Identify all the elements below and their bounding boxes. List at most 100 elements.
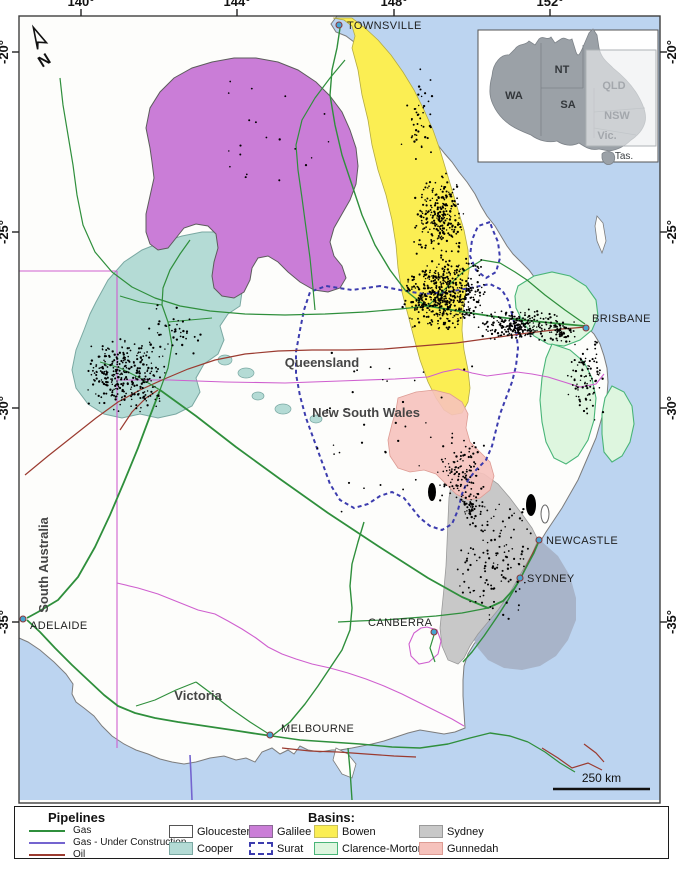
map-label: CANBERRA: [368, 617, 433, 629]
pipeline-gas: [527, 741, 576, 773]
pipeline-gas: [329, 27, 429, 307]
city-dot-brisbane: [582, 324, 590, 332]
map-label: -20°: [0, 40, 11, 64]
pipeline-gas: [337, 607, 489, 623]
pipeline-oil: [583, 743, 605, 763]
city-dot-newcastle: [535, 536, 543, 544]
cities: TOWNSVILLE BRISBANE NEWCASTLE SYDNEY CANBERR…: [19, 20, 651, 739]
legend-item-label: Gas - Under Construction: [73, 837, 187, 848]
pipeline-gas: [427, 259, 586, 325]
city-dot-townsville: [335, 21, 343, 29]
basin-gunnedah: [387, 389, 495, 501]
legend-pipelines-title: Pipelines: [48, 810, 106, 825]
legend-line-swatch: [29, 841, 65, 844]
map-label: Victoria: [174, 688, 222, 703]
basin-cooper: [71, 231, 243, 419]
legend-basin-gloucester: Gloucester: [169, 825, 250, 838]
pipeline-gas: [295, 59, 346, 311]
legend-item-label: Oil: [73, 849, 86, 860]
map-label: TOWNSVILLE: [347, 20, 422, 32]
city-dot-melbourne: [266, 731, 274, 739]
inset-highlight-box: [585, 49, 657, 147]
legend-basin-swatch: [169, 842, 193, 855]
basin-cooper-patch: [251, 391, 265, 401]
legend-basin-swatch: [419, 825, 443, 838]
legend-basin-label: Cooper: [197, 842, 234, 855]
map-label: BRISBANE: [592, 313, 651, 325]
basin-clarence-morton: [539, 343, 597, 465]
pipeline-gas: [271, 521, 365, 737]
legend-item-label: Gas: [73, 825, 92, 836]
state-border: [116, 582, 465, 727]
basin-sydney-offshore: [472, 540, 576, 670]
map-label: -30°: [664, 396, 679, 420]
legend-basin-surat: Surat: [249, 842, 303, 855]
map-label: NSW: [604, 110, 630, 122]
legend-basin-swatch: [419, 842, 443, 855]
basin-surat-outline: [468, 220, 502, 280]
pipeline-gas-under-construction: [189, 754, 193, 801]
map-label: QLD: [602, 80, 625, 92]
legend-basin-swatch: [314, 842, 338, 855]
pipeline-oil: [541, 747, 603, 771]
inset-map: WA NT SA QLD NSW Vic. Tas.: [477, 28, 659, 166]
legend-basin-label: Galilee: [277, 825, 312, 838]
legend-line-swatch: [29, 829, 65, 832]
map-label: 152°: [537, 0, 564, 9]
pipeline-gas: [26, 389, 161, 619]
legend-basin-label: Surat: [277, 842, 304, 855]
pipeline-gas: [518, 540, 540, 582]
map-label: Queensland: [285, 355, 359, 370]
pipeline-gas: [26, 619, 273, 737]
map-label: South Australia: [36, 516, 51, 612]
map-label: -35°: [0, 610, 11, 634]
legend-basin-label: Clarence-Morton: [342, 842, 424, 855]
island: [594, 215, 607, 255]
coal-patch: [428, 483, 436, 501]
map-label: MELBOURNE: [281, 723, 354, 735]
basin-cooper-patch: [237, 367, 255, 379]
pipeline-oil: [281, 747, 417, 758]
city-dot-canberra: [430, 628, 438, 636]
legend-line-swatch: [29, 853, 65, 856]
map-label: New South Wales: [312, 405, 420, 420]
map-label: NEWCASTLE: [546, 535, 618, 547]
legend-basin-clarence-morton: Clarence-Morton: [314, 842, 424, 855]
map-label: 144°: [224, 0, 251, 9]
legend-basin-label: Sydney: [447, 825, 484, 838]
legend-basin-gunnedah: Gunnedah: [419, 842, 498, 855]
map-label: SYDNEY: [527, 573, 575, 585]
map-label: ADELAIDE: [30, 620, 88, 632]
legend-basin-cooper: Cooper: [169, 842, 233, 855]
map-label: 250 km: [582, 771, 621, 785]
legend-basin-swatch: [314, 825, 338, 838]
map-label: -25°: [664, 220, 679, 244]
city-dot-adelaide: [19, 615, 27, 623]
legend-basin-swatch: [249, 825, 273, 838]
basin-cooper-patch: [309, 414, 323, 424]
state-border: [408, 626, 442, 665]
map-frame: [18, 15, 661, 804]
pipeline-gas: [119, 295, 163, 306]
basin-galilee: [145, 57, 359, 299]
pipeline-gas: [427, 305, 586, 327]
pipeline-gas: [462, 580, 520, 663]
well-dots: [87, 68, 605, 621]
map-label: 148°: [381, 0, 408, 9]
pipeline-gas: [271, 732, 529, 749]
map-label: 140°: [68, 0, 95, 9]
map-label: Tas.: [615, 151, 633, 162]
city-dot-sydney: [516, 574, 524, 582]
map-label: -35°: [664, 610, 679, 634]
coal-patch: [526, 494, 536, 516]
legend-basin-bowen: Bowen: [314, 825, 376, 838]
basin-sydney: [439, 469, 539, 665]
ocean: [19, 16, 660, 800]
map-label: WA: [505, 90, 523, 102]
pipeline-gas: [195, 681, 273, 737]
pipeline-gas: [59, 77, 429, 316]
basin-cooper-patch: [274, 403, 292, 415]
pipeline-gas: [159, 389, 520, 609]
